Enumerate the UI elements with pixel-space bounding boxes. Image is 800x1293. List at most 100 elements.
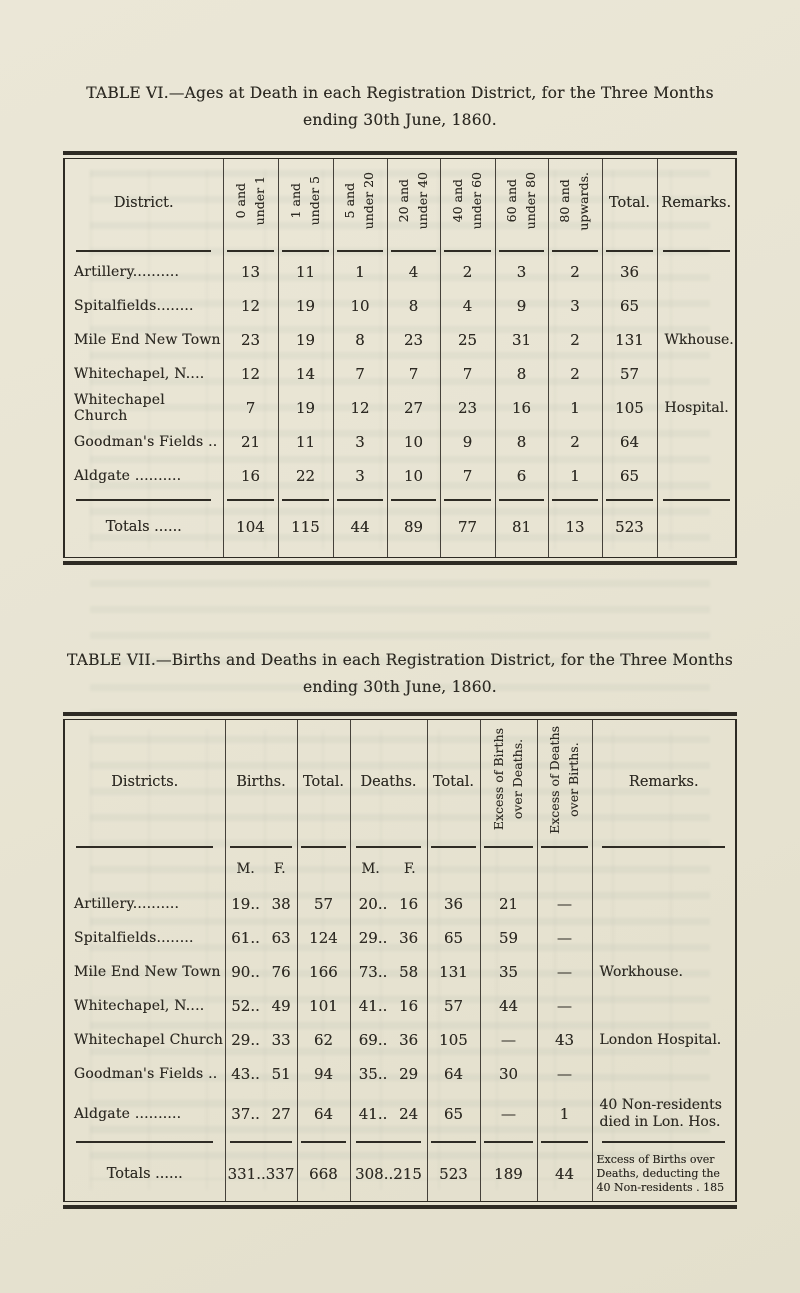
t6-totals-separator-row — [65, 493, 735, 507]
sep-cell — [65, 1137, 226, 1147]
deaths-mf-cell: 41.. 24 — [350, 1091, 428, 1137]
value-cell: 2 — [440, 255, 496, 289]
value-cell: 12 — [223, 289, 279, 323]
sep-cell — [333, 247, 388, 255]
totals-remarks-cell: Excess of Births over Deaths, deducting … — [596, 1153, 725, 1194]
district-cell: Goodman's Fields .. — [65, 1057, 226, 1091]
births-total-cell: 94 — [297, 1057, 351, 1091]
t7-totals-separator-row — [65, 1137, 735, 1147]
sep-cell — [387, 247, 441, 255]
deaths-mf-cell: 29.. 36 — [350, 921, 428, 955]
spacer-cell — [602, 547, 658, 557]
births-mf-cell: 90.. 76 — [225, 955, 298, 989]
value-cell: 19 — [278, 289, 334, 323]
table-vii-top-rule — [63, 712, 737, 720]
t6-col-header-district: District. — [65, 159, 224, 247]
spacer-cell — [333, 547, 388, 557]
sep-cell — [548, 493, 603, 507]
excess-births-cell: 35 — [480, 955, 538, 989]
births-mf-cell: 29.. 33 — [225, 1023, 298, 1057]
t6-row-spitalfields: Spitalfields........ 12 19 10 8 4 9 3 65 — [65, 289, 735, 323]
t7-col-header-deaths-total: Total. — [427, 720, 481, 843]
sep-cell — [537, 1137, 593, 1147]
value-cell: 8 — [387, 289, 441, 323]
t6-row-artillery: Artillery.......... 13 11 1 4 2 3 2 36 — [65, 255, 735, 289]
value-cell: 7 — [333, 357, 388, 391]
table-vi-grid: District. 0 and under 1 1 and under 5 5 … — [65, 159, 735, 557]
value-cell: 2 — [548, 425, 603, 459]
t6-row-goodmans-fields: Goodman's Fields .. 21 11 3 10 9 8 2 64 — [65, 425, 735, 459]
value-cell: 27 — [387, 391, 441, 425]
sep-cell — [297, 843, 351, 851]
excess-deaths-cell: — — [537, 887, 593, 921]
district-cell: Whitechapel, N.... — [65, 989, 226, 1023]
births-total-cell: 57 — [297, 887, 351, 921]
t6-age-4-label: 40 and under 60 — [449, 172, 484, 230]
sep-cell — [440, 493, 496, 507]
value-cell: 7 — [440, 357, 496, 391]
sep-cell — [537, 843, 593, 851]
table-vii: Districts. Births. Total. Deaths. Total.… — [63, 712, 737, 1209]
t6-col-header-age-5: 60 and under 80 — [495, 159, 549, 247]
spacer-cell — [223, 547, 279, 557]
sep-cell — [495, 247, 549, 255]
value-cell: 21 — [223, 425, 279, 459]
remarks-cell — [592, 921, 735, 955]
district-cell: Aldgate .......... — [65, 459, 224, 493]
t7-col-header-births: Births. — [225, 720, 298, 843]
sep-cell — [387, 493, 441, 507]
spacer-cell — [537, 851, 593, 887]
spacer-cell — [427, 851, 481, 887]
t7-header-row: Districts. Births. Total. Deaths. Total.… — [65, 720, 735, 843]
district-cell: Spitalfields........ — [65, 289, 224, 323]
spacer-cell — [440, 547, 496, 557]
spacer-cell — [65, 851, 226, 887]
table-vi-bottom-rule — [63, 557, 737, 565]
t7-totals-row: Totals ...... 331..337 668 308..215 523 … — [65, 1147, 735, 1201]
deaths-total-cell: 65 — [427, 921, 481, 955]
births-total-cell: 64 — [297, 1091, 351, 1137]
t7-births-m-label: M. — [236, 861, 255, 877]
remarks-cell: London Hospital. — [599, 1031, 722, 1048]
remarks-cell — [657, 507, 735, 547]
value-cell: 4 — [440, 289, 496, 323]
totals-value-cell: 104 — [223, 507, 279, 547]
remarks-cell — [592, 887, 735, 921]
t7-row-mile-end-new-town: Mile End New Town 90.. 76 166 73.. 58 13… — [65, 955, 735, 989]
t7-col-header-remarks: Remarks. — [628, 773, 699, 790]
value-cell: 12 — [223, 357, 279, 391]
births-mf-cell: 19.. 38 — [225, 887, 298, 921]
excess-deaths-cell: 43 — [537, 1023, 593, 1057]
deaths-mf-cell: 41.. 16 — [350, 989, 428, 1023]
deaths-total-cell: 36 — [427, 887, 481, 921]
remarks-cell: Wkhouse. — [664, 331, 734, 348]
totals-value-cell: 13 — [548, 507, 603, 547]
sep-cell — [225, 843, 298, 851]
sep-cell — [278, 247, 334, 255]
t7-row-spitalfields: Spitalfields........ 61.. 63 124 29.. 36… — [65, 921, 735, 955]
remarks-cell: Hospital. — [664, 399, 729, 416]
t6-header-separator-row — [65, 247, 735, 255]
remarks-cell — [657, 357, 735, 391]
births-mf-cell: 61.. 63 — [225, 921, 298, 955]
value-cell: 8 — [495, 425, 549, 459]
t6-age-6-label: 80 and upwards. — [557, 171, 591, 231]
t6-row-whitechapel-church: Whitechapel Church 7 19 12 27 23 16 1 105 Hosp… — [65, 391, 735, 425]
excess-deaths-cell: — — [537, 955, 593, 989]
t6-row-aldgate: Aldgate .......... 16 22 3 10 7 6 1 65 — [65, 459, 735, 493]
births-total-cell: 101 — [297, 989, 351, 1023]
district-cell: Artillery.......... — [65, 887, 226, 921]
table-vii-title-line1: TABLE VII.—Births and Deaths in each Reg… — [67, 651, 733, 669]
value-cell: 19 — [278, 323, 334, 357]
spacer-cell — [297, 851, 351, 887]
remarks-cell: 40 Non-residents died in Lon. Hos. — [599, 1097, 722, 1130]
value-cell: 2 — [548, 357, 603, 391]
district-cell: Whitechapel Church — [65, 1023, 226, 1057]
remarks-cell: Workhouse. — [599, 963, 683, 980]
births-total-cell: 124 — [297, 921, 351, 955]
totals-value-cell: 77 — [440, 507, 496, 547]
value-cell: 22 — [278, 459, 334, 493]
remarks-cell — [657, 425, 735, 459]
district-cell: Whitechapel, N.... — [65, 357, 224, 391]
sep-cell — [440, 247, 496, 255]
